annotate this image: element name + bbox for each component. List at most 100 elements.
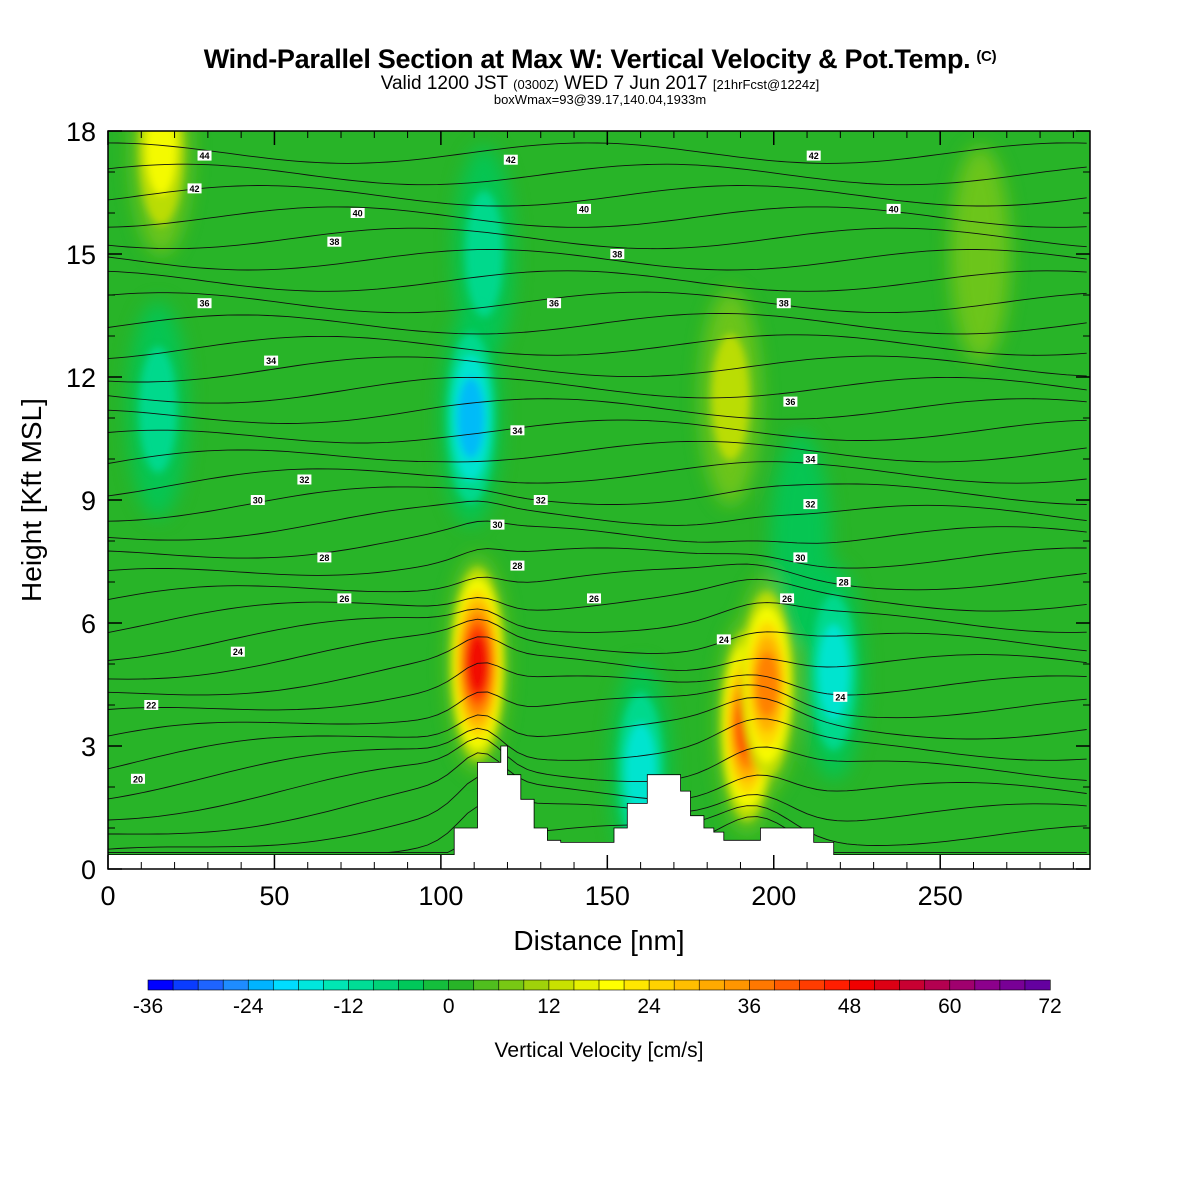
colorbar-swatch: [147, 979, 174, 991]
contour-label-bg: [833, 691, 848, 702]
contour-label-bg: [327, 236, 342, 247]
colorbar-swatch: [849, 979, 876, 991]
contour-label-bg: [490, 519, 505, 530]
colorbar-tick-label: -24: [233, 995, 264, 1018]
colorbar-swatch: [974, 979, 1001, 991]
contour-label-bg: [776, 298, 791, 309]
contour-label-text: 22: [146, 701, 156, 711]
contour-label-bg: [836, 577, 851, 587]
colorbar-swatch: [698, 979, 725, 991]
contour-label-bg: [130, 773, 145, 784]
colorbar-swatch: [423, 979, 450, 991]
contour-label-text: 36: [785, 397, 795, 407]
title-units: (C): [976, 48, 997, 65]
theta-contour-line: [108, 737, 1087, 821]
contour-label-bg: [716, 634, 731, 645]
theta-contour-line: [108, 563, 1087, 601]
contour-label-text: 38: [612, 250, 622, 260]
velocity-feature-5-level-2: [465, 191, 504, 317]
colorbar-swatch: [498, 979, 525, 991]
y-tick-label: 0: [81, 855, 96, 885]
contour-label-bg: [610, 249, 625, 259]
colorbar-tick-label: 48: [838, 995, 861, 1018]
colorbar-swatch: [598, 979, 625, 991]
y-tick-label: 15: [66, 240, 96, 270]
contour-label: 42: [187, 183, 202, 194]
contour-label-text: 32: [805, 500, 815, 510]
colorbar-swatch: [448, 979, 475, 991]
colorbar-swatch: [673, 979, 700, 991]
contour-label-bg: [187, 183, 202, 194]
contour-label-bg: [783, 396, 798, 407]
velocity-feature-8-level-3: [818, 624, 850, 721]
contour-label: 26: [587, 593, 602, 604]
y-axis-label: Height [Kft MSL]: [16, 398, 47, 602]
contour-label-bg: [197, 298, 212, 309]
colorbar-label: Vertical Velocity [cm/s]: [495, 1039, 704, 1062]
theta-contour-line: [108, 547, 1087, 576]
colorbar-swatch: [874, 979, 901, 991]
y-tick-label: 6: [81, 609, 96, 639]
colorbar-tick-label: 12: [537, 995, 560, 1018]
theta-contour-line: [108, 419, 1087, 444]
contour-label-bg: [510, 560, 525, 571]
contour-label-text: 30: [492, 520, 502, 530]
theta-contour-line: [108, 185, 1087, 207]
theta-contour-line: [108, 163, 1087, 186]
terrain-profile: [108, 745, 1090, 869]
colorbar-swatch: [197, 979, 224, 991]
box-wmax-label: boxWmax=93@39.17,140.04,1933m: [493, 92, 707, 107]
contour-label-bg: [230, 646, 245, 657]
y-tick-label: 9: [81, 486, 96, 516]
theta-contour-line: [108, 520, 1087, 559]
contour-label: 38: [610, 249, 625, 260]
contour-label: 26: [337, 593, 352, 604]
x-tick-label: 200: [751, 881, 796, 911]
contour-label-bg: [350, 208, 365, 218]
contour-label: 40: [886, 203, 901, 214]
colorbar-swatch: [323, 979, 350, 991]
velocity-feature-11-level-1: [950, 146, 1011, 362]
contour-label: 32: [533, 495, 548, 506]
theta-contour-line: [108, 500, 1087, 541]
theta-contour-line: [108, 398, 1087, 424]
contour-label-bg: [780, 593, 795, 604]
contour-label: 36: [197, 298, 212, 309]
colorbar-swatch: [298, 979, 324, 991]
colorbar-tick-label: 60: [938, 995, 961, 1018]
colorbar-tick-label: -36: [133, 995, 163, 1018]
contour-label: 30: [490, 519, 505, 530]
contour-label-bg: [250, 495, 265, 505]
colorbar-swatch: [999, 979, 1026, 991]
velocity-feature-2-level-6: [755, 651, 779, 718]
contour-label: 32: [803, 499, 818, 510]
contour-label-bg: [297, 474, 312, 485]
contour-label-text: 26: [589, 594, 599, 604]
contour-label-bg: [264, 355, 279, 366]
contour-label: 36: [547, 298, 562, 309]
contour-label-text: 20: [133, 774, 143, 784]
colorbar-swatch: [573, 979, 600, 991]
colorbar-swatch: [1024, 979, 1051, 991]
contour-label-text: 28: [839, 578, 849, 588]
y-tick-label: 12: [66, 363, 96, 393]
contour-label-text: 34: [512, 426, 522, 436]
contour-label-bg: [793, 552, 808, 563]
contour-label-text: 38: [779, 299, 789, 309]
contour-label: 24: [833, 691, 848, 702]
contour-label: 24: [716, 634, 731, 645]
contour-label-text: 42: [190, 184, 200, 194]
contour-label-text: 36: [549, 299, 559, 309]
contour-label: 22: [144, 700, 159, 711]
theta-contour-line: [108, 602, 1087, 661]
colorbar-swatch: [523, 979, 550, 991]
contour-label: 36: [783, 396, 798, 407]
theta-contour-line: [108, 334, 1087, 360]
colorbar-swatch: [247, 979, 274, 991]
contour-label-bg: [803, 454, 818, 464]
contour-label: 42: [806, 150, 821, 161]
contour-label-bg: [533, 495, 548, 505]
theta-contour-line: [108, 752, 1087, 835]
contour-label-text: 24: [233, 647, 243, 657]
